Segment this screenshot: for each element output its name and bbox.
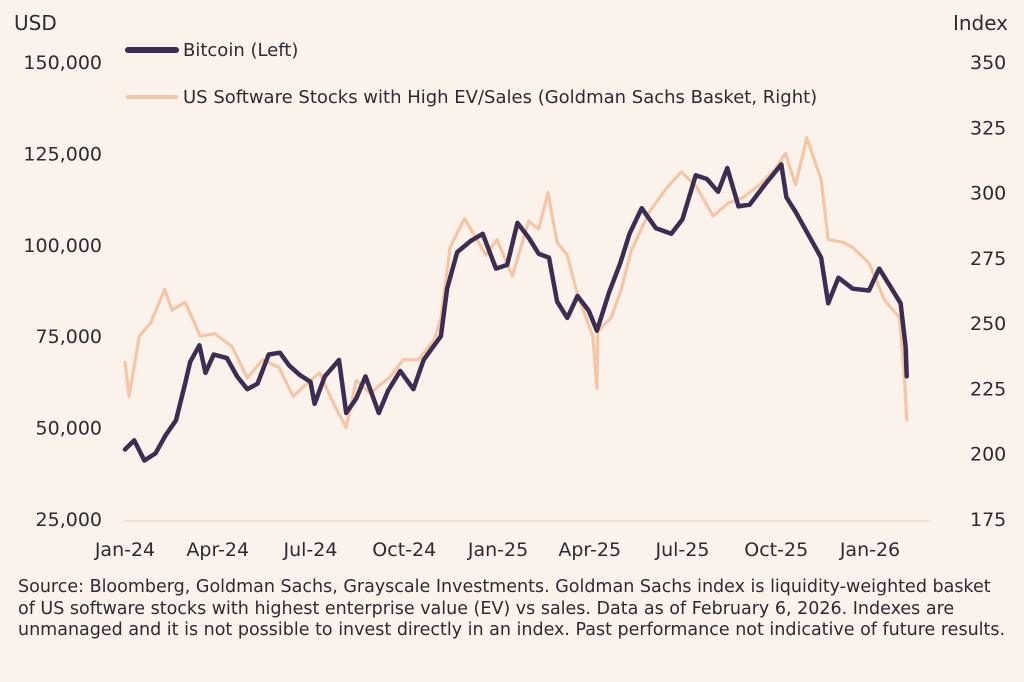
- left-tick-label: 150,000: [23, 52, 102, 74]
- right-tick-label: 225: [970, 378, 1006, 400]
- chart-area: USD Index 25,000 50,000 75,000 100,000 125,0…: [14, 11, 1008, 561]
- right-tick-label: 200: [970, 444, 1006, 466]
- x-tick-label: Apr-24: [186, 539, 249, 561]
- right-tick-label: 300: [970, 183, 1006, 205]
- x-tick-label: Jan-24: [94, 539, 155, 561]
- right-tick-label: 175: [970, 509, 1006, 531]
- right-tick-label: 250: [970, 313, 1006, 335]
- source-note: Source: Bloomberg, Goldman Sachs, Graysc…: [18, 577, 1006, 640]
- right-axis: 175 200 225 250 275 300 325 350: [970, 52, 1006, 531]
- legend-label-software: US Software Stocks with High EV/Sales (G…: [183, 87, 817, 108]
- left-tick-label: 125,000: [23, 143, 102, 165]
- left-axis: 25,000 50,000 75,000 100,000 125,000 150,000: [23, 52, 102, 531]
- chart-legend: Bitcoin (Left) US Software Stocks with H…: [125, 40, 817, 108]
- left-tick-label: 25,000: [36, 509, 102, 531]
- x-tick-label: Jul-24: [283, 539, 338, 561]
- software-basket-series-line: [123, 136, 909, 430]
- legend-label-bitcoin: Bitcoin (Left): [183, 40, 298, 61]
- x-tick-label: Jan-25: [467, 539, 528, 561]
- x-tick-label: Oct-24: [372, 539, 436, 561]
- bitcoin-series-line: [122, 162, 909, 463]
- x-tick-label: Oct-25: [744, 539, 808, 561]
- left-tick-label: 100,000: [23, 235, 102, 257]
- plot-lines: [122, 136, 909, 463]
- left-tick-label: 75,000: [36, 326, 102, 348]
- left-axis-title: USD: [14, 11, 57, 35]
- x-tick-label: Apr-25: [558, 539, 621, 561]
- right-tick-label: 350: [970, 52, 1006, 74]
- x-tick-label: Jul-25: [654, 539, 709, 561]
- left-tick-label: 50,000: [36, 418, 102, 440]
- right-axis-title: Index: [953, 11, 1008, 35]
- x-axis: Jan-24 Apr-24 Jul-24 Oct-24 Jan-25 Apr-25 Jul-…: [94, 539, 900, 561]
- right-tick-label: 275: [970, 248, 1006, 270]
- x-tick-label: Jan-26: [839, 539, 900, 561]
- right-tick-label: 325: [970, 117, 1006, 139]
